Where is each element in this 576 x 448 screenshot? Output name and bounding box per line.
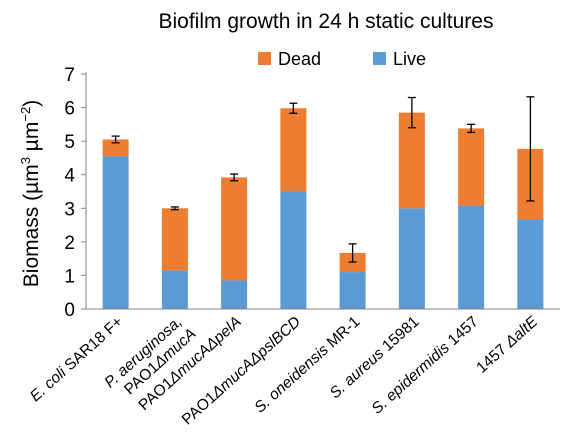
y-tick-label: 6 [64, 99, 75, 120]
y-tick-label: 5 [64, 132, 75, 153]
x-tick-label: 1457 ΔaltE [473, 313, 541, 377]
bar-dead [458, 128, 485, 206]
y-axis: 0 1 2 3 4 5 6 7 [64, 65, 87, 321]
y-tick-label: 7 [64, 65, 75, 86]
bar-live [280, 191, 307, 309]
x-tick-label: S. oneidensis MR-1 [251, 313, 363, 416]
error-bars-group [111, 96, 535, 263]
x-tick-label: S. epidermidis 1457 [369, 313, 482, 417]
error-bar [407, 96, 416, 129]
bar-live [221, 280, 248, 309]
y-axis-title: Biomass (µm3 µm−2) [18, 100, 43, 287]
error-bar [289, 102, 298, 114]
error-bar [111, 135, 120, 144]
legend-label-dead: Dead [278, 49, 321, 69]
legend-swatch-live [373, 52, 386, 65]
chart-legend: Dead Live [258, 49, 426, 69]
bars-group [102, 108, 544, 309]
legend-label-live: Live [393, 49, 426, 69]
bar-dead [280, 108, 307, 192]
error-bar [526, 96, 535, 202]
x-tick-label: PAO1ΔmucAΔpslBCD [179, 313, 304, 428]
error-bar [467, 123, 476, 134]
bar-dead [221, 177, 248, 281]
legend-swatch-dead [258, 52, 271, 65]
error-bar [348, 243, 357, 263]
bar-live [458, 205, 485, 309]
bar-dead [102, 139, 129, 157]
y-tick-label: 4 [64, 166, 75, 187]
bar-live [102, 156, 129, 309]
chart-title: Biofilm growth in 24 h static cultures [159, 10, 494, 33]
error-bar [230, 173, 239, 182]
bar-dead [398, 112, 425, 209]
y-tick-label: 0 [64, 300, 75, 321]
bar-live [339, 272, 366, 309]
error-bar [170, 206, 179, 211]
bar-live [161, 270, 188, 309]
y-tick-label: 3 [64, 199, 75, 220]
bar-live [398, 208, 425, 309]
bar-live [517, 220, 544, 309]
y-axis-label: Biomass (µm3 µm−2) [18, 100, 43, 287]
bar-dead [161, 208, 188, 271]
y-tick-label: 1 [64, 266, 75, 287]
y-tick-label: 2 [64, 233, 75, 254]
x-axis: E. coli SAR18 F+P. aeruginosa,PAO1ΔmucAP… [27, 308, 560, 428]
